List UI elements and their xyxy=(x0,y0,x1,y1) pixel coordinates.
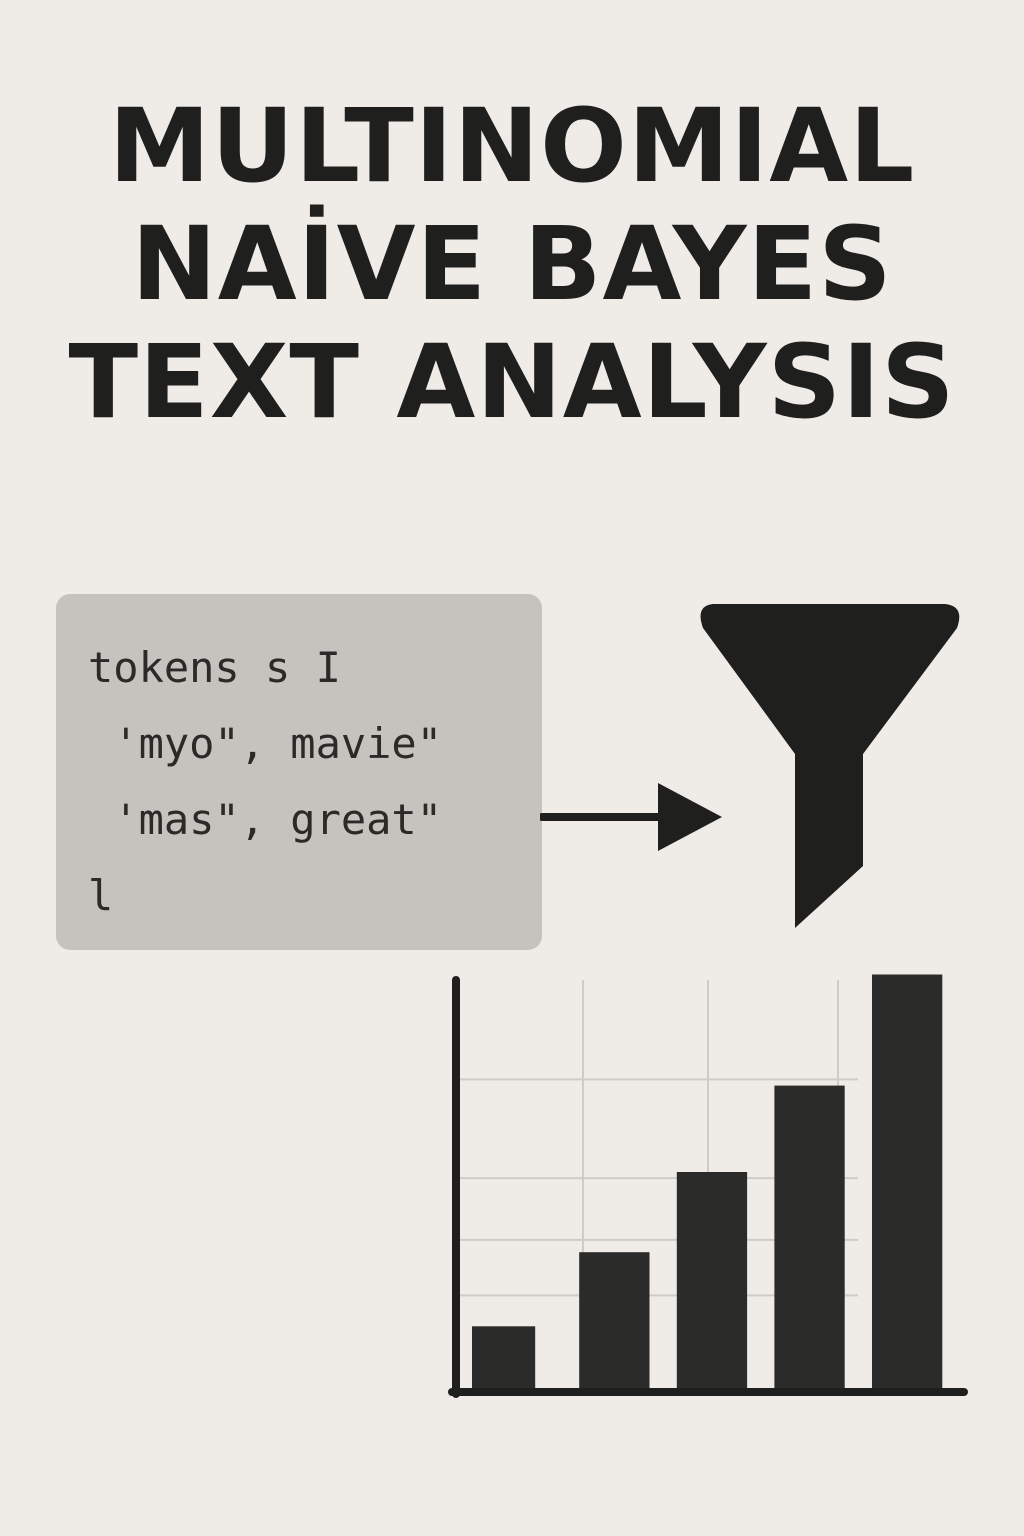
token-line-4: l xyxy=(88,871,114,920)
bar-4 xyxy=(774,1085,845,1388)
right-arrow-icon xyxy=(540,783,722,851)
bar-chart xyxy=(448,974,968,1398)
token-line-3: 'mas", great" xyxy=(88,795,443,844)
bar-5 xyxy=(872,974,943,1388)
bar-1 xyxy=(472,1326,536,1388)
bar-2 xyxy=(579,1252,650,1388)
funnel-icon xyxy=(700,604,960,928)
token-line-2: 'myo", mavie" xyxy=(88,719,443,768)
title-line-2: NAİVE BAYES xyxy=(131,205,893,324)
title-line-1: MULTINOMIAL xyxy=(108,87,916,206)
page-title: MULTINOMIAL NAİVE BAYES TEXT ANALYSIS xyxy=(0,88,1024,442)
title-line-3: TEXT ANALYSIS xyxy=(68,323,956,442)
token-line-1: tokens s I xyxy=(88,643,341,692)
bar-3 xyxy=(676,1172,748,1388)
token-box: tokens s I 'myo", mavie" 'mas", great" l xyxy=(56,594,542,950)
